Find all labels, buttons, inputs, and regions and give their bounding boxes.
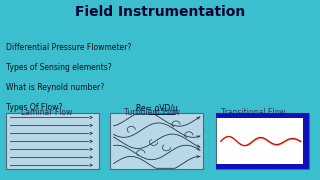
Bar [303,113,309,169]
Text: What is Reynold number?: What is Reynold number? [6,83,105,92]
Text: Turbulent Flow: Turbulent Flow [124,108,180,117]
Text: Transitional Flow: Transitional Flow [220,108,285,117]
Text: Types of Sensing elements?: Types of Sensing elements? [6,63,112,72]
Bar [6,113,99,169]
Text: Re= ρVD/μ: Re= ρVD/μ [136,104,178,113]
Bar [216,164,309,169]
Text: Field Instrumentation: Field Instrumentation [75,5,245,19]
Text: Differential Pressure Flowmeter?: Differential Pressure Flowmeter? [6,43,132,52]
Bar [216,113,309,169]
Text: Types Of Flow?: Types Of Flow? [6,103,63,112]
Text: Laminar Flow: Laminar Flow [21,108,72,117]
Bar [216,113,309,118]
Bar [110,113,203,169]
